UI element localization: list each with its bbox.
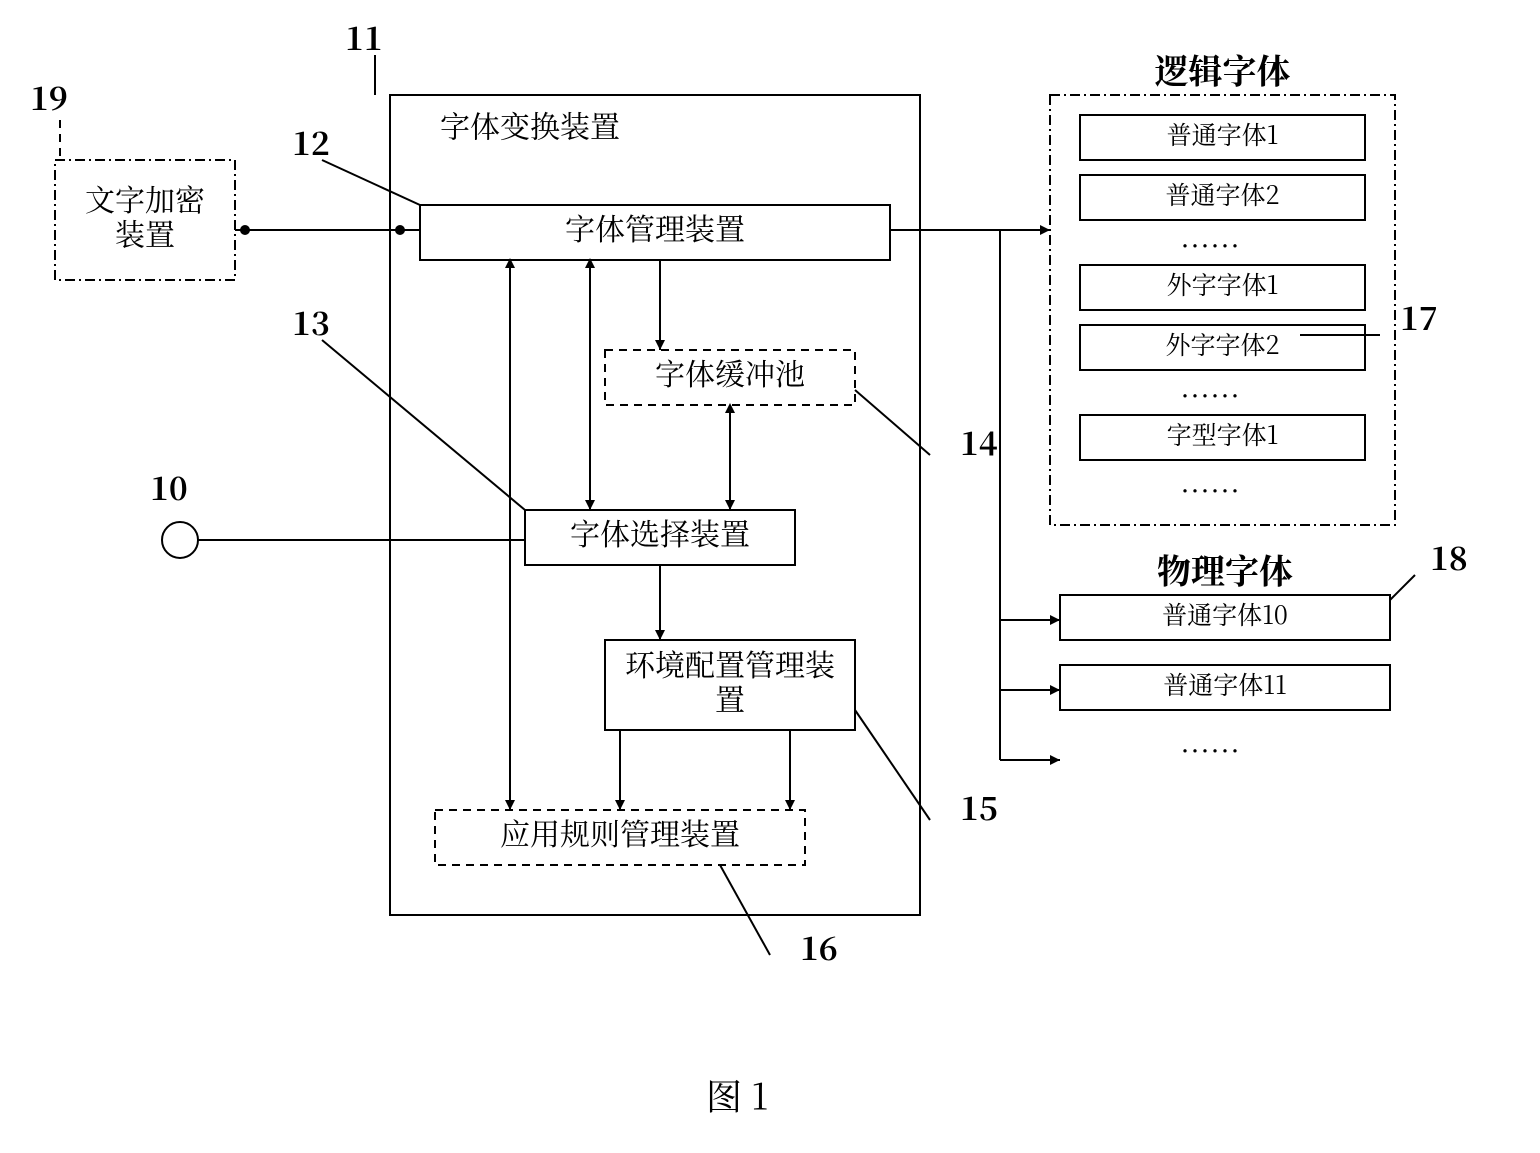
callout-14: 14 xyxy=(960,419,998,465)
phys-font-label-0: 普通字体10 xyxy=(1162,596,1288,632)
phys-font-label-1: 普通字体11 xyxy=(1163,666,1287,702)
junction-dot xyxy=(395,225,405,235)
connector xyxy=(1390,575,1415,600)
rule-mgr-label: 应用规则管理装置 xyxy=(500,810,740,854)
callout-16: 16 xyxy=(800,924,838,970)
logic-font-label-0: 普通字体1 xyxy=(1167,116,1279,152)
logic-ellipsis-2: …… xyxy=(1180,223,1240,267)
logic-font-label-3: 外字字体1 xyxy=(1167,266,1279,302)
callout-10: 10 xyxy=(150,464,188,510)
callout-17: 17 xyxy=(1400,294,1438,340)
logic-fonts-title: 逻辑字体 xyxy=(1155,45,1291,94)
figure-caption: 图 1 xyxy=(706,1069,768,1120)
logic-font-label-1: 普通字体2 xyxy=(1166,176,1280,212)
font-manager-label: 字体管理装置 xyxy=(565,205,745,249)
logic-ellipsis-7: …… xyxy=(1180,468,1240,512)
logic-font-label-4: 外字字体2 xyxy=(1166,326,1280,362)
callout-19: 19 xyxy=(30,74,68,120)
callout-18: 18 xyxy=(1430,534,1468,580)
callout-15: 15 xyxy=(960,784,998,830)
phys-fonts-title: 物理字体 xyxy=(1157,545,1293,594)
junction-dot xyxy=(240,225,250,235)
input-terminal xyxy=(162,522,198,558)
logic-ellipsis-5: …… xyxy=(1180,373,1240,417)
encrypt-device-label: 文字加密装置 xyxy=(85,175,205,254)
font-transform-title: 字体变换装置 xyxy=(440,103,620,147)
callout-13: 13 xyxy=(292,299,330,345)
font-cache-label: 字体缓冲池 xyxy=(655,350,805,394)
phys-ellipsis-2: …… xyxy=(1180,728,1240,772)
callout-12: 12 xyxy=(292,119,330,165)
logic-font-label-6: 字型字体1 xyxy=(1167,416,1279,452)
callout-11: 11 xyxy=(345,14,383,60)
font-selector-label: 字体选择装置 xyxy=(570,510,750,554)
